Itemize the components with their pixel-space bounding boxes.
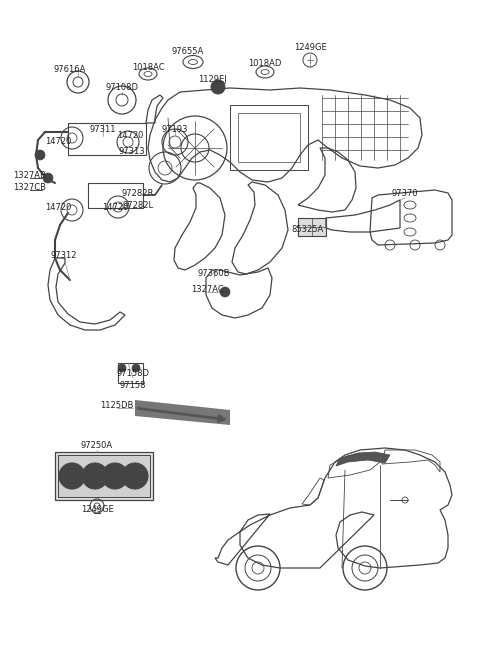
Bar <box>58 455 150 497</box>
Text: 97193: 97193 <box>162 126 188 134</box>
Text: 97158: 97158 <box>120 381 146 390</box>
Circle shape <box>102 463 128 489</box>
Bar <box>230 105 308 170</box>
Text: 97313: 97313 <box>119 147 145 155</box>
Text: 97360B: 97360B <box>198 269 230 278</box>
Circle shape <box>82 463 108 489</box>
Circle shape <box>132 364 140 372</box>
Bar <box>68 123 146 155</box>
Circle shape <box>43 173 53 183</box>
Circle shape <box>113 474 117 478</box>
Text: 97158D: 97158D <box>117 369 149 379</box>
Bar <box>238 113 300 162</box>
Text: 1327CB: 1327CB <box>13 183 47 191</box>
Circle shape <box>35 150 45 160</box>
Text: 97655A: 97655A <box>172 48 204 56</box>
Text: 14720: 14720 <box>45 204 71 212</box>
Text: 97312: 97312 <box>51 250 77 259</box>
Text: 1327AC: 1327AC <box>191 284 223 293</box>
Circle shape <box>133 474 137 478</box>
Text: 97616A: 97616A <box>54 66 86 75</box>
Text: 14720: 14720 <box>102 202 128 212</box>
Text: 97250A: 97250A <box>81 441 113 449</box>
Text: 1129EJ: 1129EJ <box>198 75 227 84</box>
Circle shape <box>66 470 78 482</box>
Text: 97108D: 97108D <box>106 83 139 92</box>
Text: 97282L: 97282L <box>122 202 154 210</box>
Text: 1327AB: 1327AB <box>13 170 47 179</box>
Text: 1018AD: 1018AD <box>248 60 282 69</box>
Circle shape <box>93 474 97 478</box>
Circle shape <box>109 470 121 482</box>
Text: 97282R: 97282R <box>122 189 154 198</box>
Text: 1018AC: 1018AC <box>132 62 164 71</box>
Bar <box>298 218 326 236</box>
Circle shape <box>118 364 126 372</box>
Text: 85325A: 85325A <box>292 225 324 234</box>
Text: 97311: 97311 <box>90 126 116 134</box>
Circle shape <box>220 287 230 297</box>
Text: 1249GE: 1249GE <box>81 506 113 514</box>
Text: 97370: 97370 <box>392 189 418 198</box>
Circle shape <box>70 474 74 478</box>
Circle shape <box>129 470 141 482</box>
Bar <box>118 363 143 383</box>
Text: 14720: 14720 <box>45 138 71 147</box>
Polygon shape <box>336 452 390 466</box>
Bar <box>88 183 143 208</box>
Circle shape <box>59 463 85 489</box>
Text: 14720: 14720 <box>117 132 143 141</box>
Text: 1125DB: 1125DB <box>100 400 134 409</box>
Bar <box>55 452 153 500</box>
Circle shape <box>122 463 148 489</box>
Polygon shape <box>135 400 230 425</box>
Circle shape <box>89 470 101 482</box>
Circle shape <box>211 80 225 94</box>
Text: 1249GE: 1249GE <box>294 43 326 52</box>
